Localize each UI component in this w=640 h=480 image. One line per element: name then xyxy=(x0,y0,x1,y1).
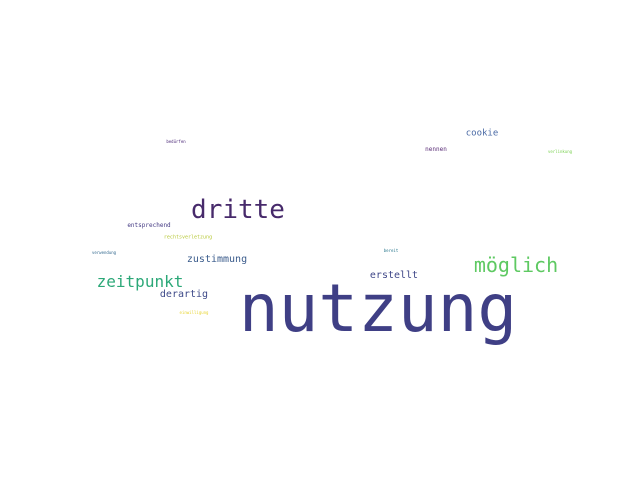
word-cookie: cookie xyxy=(465,128,499,139)
word-einwilligung: einwilligung xyxy=(179,310,209,315)
word-beduerfen: bedürfen xyxy=(166,139,186,144)
word-nutzung: nutzung xyxy=(238,270,518,347)
word-dritte: dritte xyxy=(191,195,285,225)
word-nennen: nennen xyxy=(425,146,447,153)
word-zustimmung: zustimmung xyxy=(186,254,248,265)
word-entsprechend: entsprechend xyxy=(127,222,171,229)
word-rechtsverletzung: rechtsverletzung xyxy=(163,234,213,241)
word-bereit: bereit xyxy=(383,248,399,253)
word-erstellt: erstellt xyxy=(369,270,419,281)
word-verwendung: verwendung xyxy=(91,250,117,255)
word-moeglich: möglich xyxy=(473,253,559,277)
word-derartig: derartig xyxy=(159,289,209,300)
word-verlinkung: verlinkung xyxy=(547,149,573,154)
word-zeitpunkt: zeitpunkt xyxy=(96,272,184,291)
